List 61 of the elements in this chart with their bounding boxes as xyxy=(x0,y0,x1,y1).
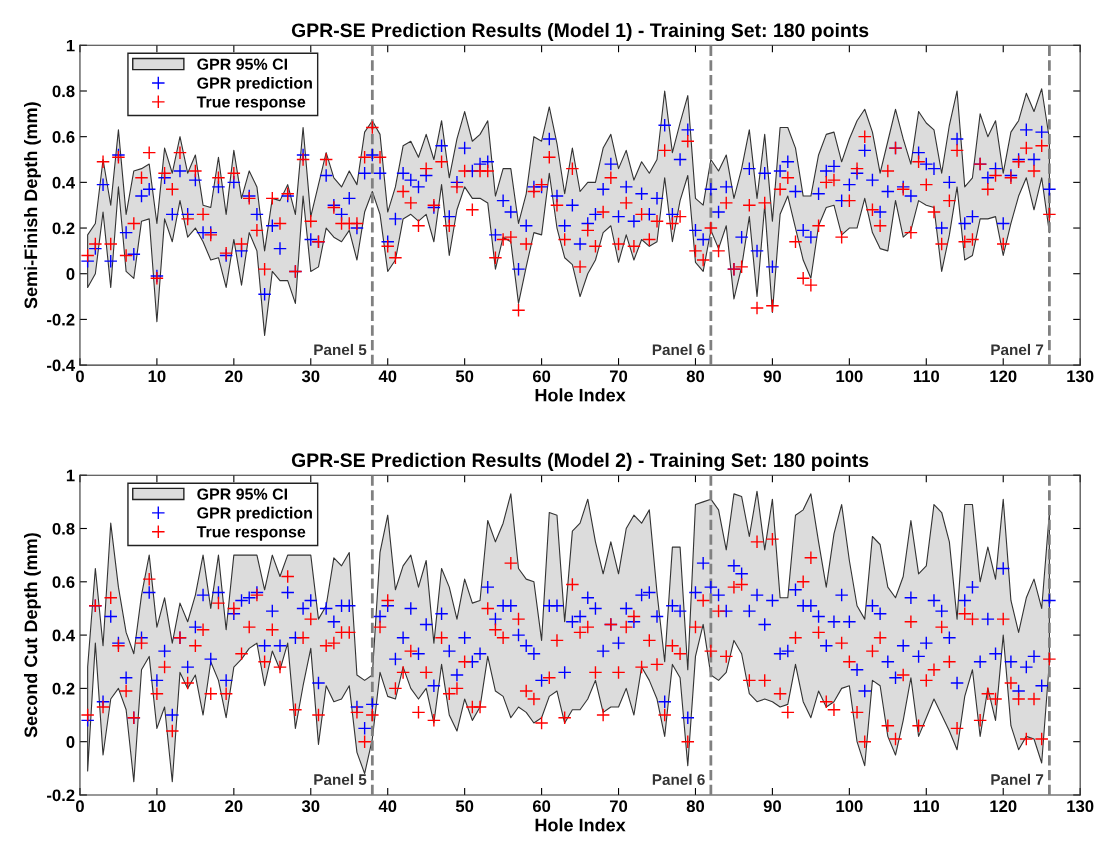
x-tick-label: 100 xyxy=(836,800,863,813)
ref-line-label: Panel 7 xyxy=(991,343,1044,356)
x-tick-label: 130 xyxy=(1067,800,1094,813)
ref-line-label: Panel 5 xyxy=(314,773,367,786)
chart-title: GPR-SE Prediction Results (Model 2) - Training Set: 180 points xyxy=(291,452,869,471)
y-tick-label: 0.2 xyxy=(52,682,75,695)
y-tick-label: 0.6 xyxy=(52,576,75,588)
x-tick-label: 70 xyxy=(609,370,628,383)
ref-line-label: Panel 6 xyxy=(652,773,705,786)
x-tick-label: 120 xyxy=(990,800,1017,813)
legend-label: GPR 95% CI xyxy=(197,58,287,70)
y-tick-label: 1 xyxy=(66,39,75,52)
legend-label: GPR prediction xyxy=(197,76,312,92)
ref-line-label: Panel 6 xyxy=(652,343,705,356)
x-tick-label: 80 xyxy=(686,370,705,383)
y-tick-label: 0.8 xyxy=(52,85,75,98)
y-tick-label: 0.6 xyxy=(52,131,75,143)
y-tick-label: 0.8 xyxy=(52,522,75,535)
ref-line-label: Panel 7 xyxy=(991,773,1044,786)
x-tick-label: 20 xyxy=(225,800,243,813)
legend-label: GPR 95% CI xyxy=(197,488,287,500)
x-tick-label: 70 xyxy=(609,800,628,813)
x-tick-label: 30 xyxy=(301,800,320,813)
legend-label: GPR prediction xyxy=(197,506,312,522)
y-tick-label: 0 xyxy=(66,268,75,280)
x-tick-label: 30 xyxy=(301,370,320,383)
x-tick-label: 10 xyxy=(148,800,166,813)
legend-label: True response xyxy=(196,96,306,111)
y-tick-label: 0 xyxy=(66,736,75,748)
legend-label: True response xyxy=(196,526,306,541)
x-tick-label: 0 xyxy=(75,800,84,813)
y-tick-label: -0.2 xyxy=(47,313,75,326)
x-tick-label: 40 xyxy=(378,370,397,383)
x-tick-label: 100 xyxy=(836,370,863,383)
x-tick-label: 20 xyxy=(225,370,243,383)
x-tick-label: 130 xyxy=(1067,370,1094,383)
chart-title: GPR-SE Prediction Results (Model 1) - Training Set: 180 points xyxy=(291,22,869,42)
y-axis-title: Semi-Finish Depth (mm) xyxy=(23,102,41,309)
x-tick-label: 50 xyxy=(455,800,474,813)
y-tick-label: -0.2 xyxy=(47,789,75,802)
x-tick-label: 80 xyxy=(686,800,705,813)
y-tick-label: 0.4 xyxy=(52,176,76,189)
x-tick-label: 40 xyxy=(378,800,397,813)
x-tick-label: 50 xyxy=(455,370,474,383)
x-tick-label: 60 xyxy=(532,800,551,813)
x-axis-title: Hole Index xyxy=(535,818,626,832)
x-tick-label: 120 xyxy=(990,370,1017,383)
x-tick-label: 10 xyxy=(148,370,166,383)
y-tick-label: 1 xyxy=(66,469,75,482)
x-tick-label: 60 xyxy=(532,370,551,383)
x-tick-label: 0 xyxy=(75,370,84,383)
y-tick-label: 0.2 xyxy=(52,222,75,235)
ref-line-label: Panel 5 xyxy=(314,343,367,356)
x-tick-label: 90 xyxy=(763,800,781,813)
x-tick-label: 110 xyxy=(913,800,940,813)
x-axis-title: Hole Index xyxy=(535,388,626,402)
x-tick-label: 90 xyxy=(763,370,781,383)
y-tick-label: 0.4 xyxy=(52,629,76,642)
y-tick-label: -0.4 xyxy=(47,359,76,372)
y-axis-title: Second Cut Depth (mm) xyxy=(23,533,41,738)
x-tick-label: 110 xyxy=(913,370,940,383)
